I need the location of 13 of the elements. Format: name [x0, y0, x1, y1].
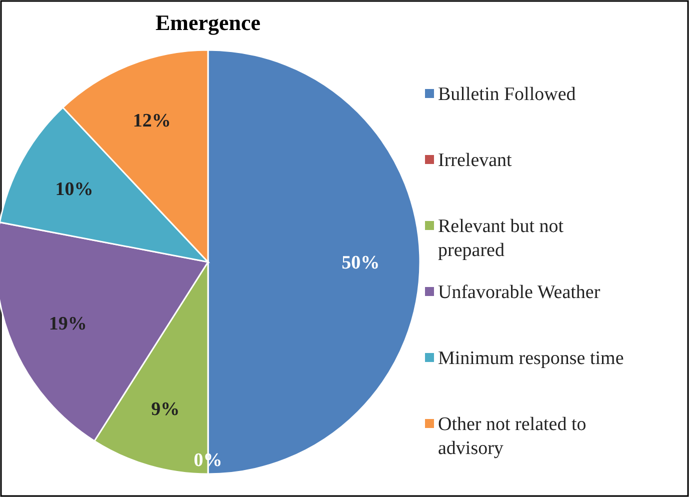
- legend-label: Irrelevant: [438, 150, 513, 171]
- data-label: 50%: [342, 252, 380, 274]
- chart-title: Emergence: [155, 10, 261, 35]
- legend-label: Minimum response time: [438, 348, 624, 369]
- legend-label: Bulletin Followed: [438, 84, 576, 105]
- text: 0%: [194, 450, 222, 471]
- data-label: 10%: [55, 179, 94, 200]
- data-label: 19%: [48, 313, 87, 334]
- data-label: 12%: [132, 110, 171, 132]
- legend-label: Unfavorable Weather: [438, 282, 601, 303]
- data-label: 9%: [151, 399, 180, 420]
- legend-label: Relevant but not prepared: [438, 216, 564, 261]
- legend-label: Other not related to advisory: [438, 414, 586, 459]
